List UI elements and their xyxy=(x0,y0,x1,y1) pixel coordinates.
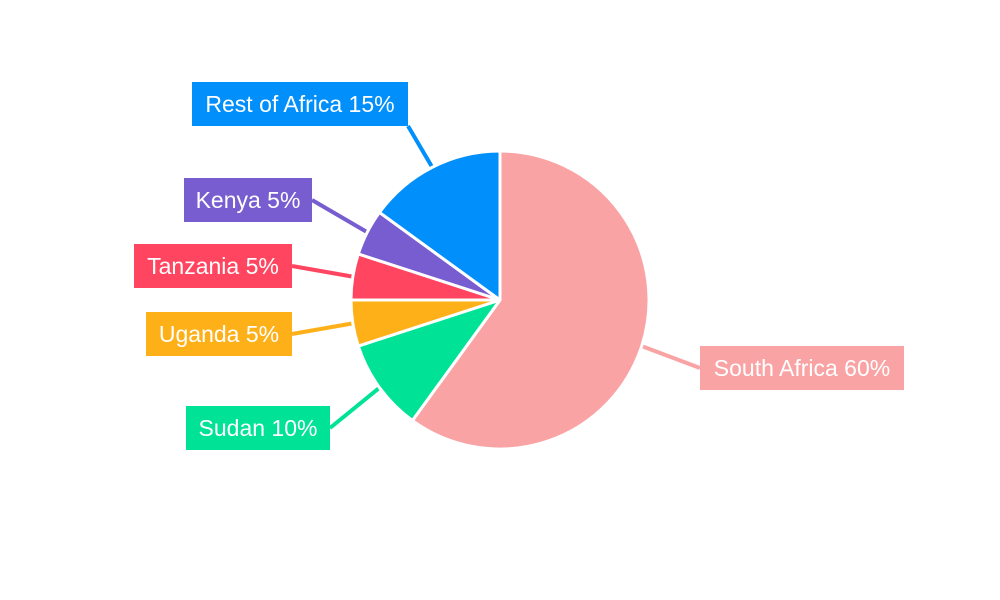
data-label-text: Kenya 5% xyxy=(196,187,301,213)
leader-line-south-africa xyxy=(639,343,701,370)
leader-line-rest-of-africa xyxy=(406,124,435,171)
pie-slice-south-africa[interactable] xyxy=(410,149,651,451)
data-label-text: Uganda 5% xyxy=(159,321,279,347)
data-label-box xyxy=(134,244,292,288)
data-label-rest-of-africa: Rest of Africa 15% xyxy=(192,82,408,126)
data-label-box xyxy=(192,82,408,126)
data-label-uganda: Uganda 5% xyxy=(146,312,292,356)
data-label-south-africa: South Africa 60% xyxy=(700,346,904,390)
data-label-text: South Africa 60% xyxy=(714,355,890,381)
data-label-text: Tanzania 5% xyxy=(147,253,279,279)
data-label-box xyxy=(184,178,312,222)
data-label-sudan: Sudan 10% xyxy=(186,406,330,450)
data-label-box xyxy=(700,346,904,390)
data-label-text: Sudan 10% xyxy=(199,415,318,441)
data-label-box xyxy=(146,312,292,356)
data-label-box xyxy=(186,406,330,450)
leader-line-tanzania xyxy=(291,264,356,279)
pie-slice-sudan[interactable] xyxy=(356,298,502,423)
leader-line-uganda xyxy=(291,321,356,336)
data-label-kenya: Kenya 5% xyxy=(184,178,312,222)
leader-line-sudan xyxy=(328,384,383,430)
leader-line-kenya xyxy=(310,198,371,235)
data-label-text: Rest of Africa 15% xyxy=(205,91,394,117)
data-label-tanzania: Tanzania 5% xyxy=(134,244,292,288)
pie-slice-rest-of-africa[interactable] xyxy=(377,149,502,302)
